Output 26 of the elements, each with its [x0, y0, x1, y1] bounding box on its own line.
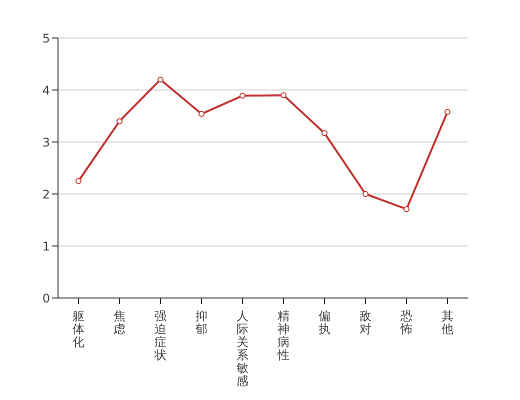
y-tick-label: 0 — [42, 291, 50, 306]
x-tick-label: 其他 — [442, 309, 454, 336]
point — [404, 206, 410, 212]
x-tick-label: 强迫症状 — [154, 309, 166, 362]
y-tick-label: 2 — [42, 187, 50, 202]
point — [158, 76, 164, 83]
point — [76, 178, 82, 184]
x-tick-label: 人际关系敏感 — [236, 309, 248, 388]
point — [198, 110, 204, 117]
point — [322, 130, 328, 136]
point — [444, 108, 450, 115]
point — [240, 92, 246, 99]
y-tick-label: 4 — [42, 83, 50, 98]
x-tick-label: 精神病性 — [276, 309, 290, 362]
y-tick-label: 3 — [42, 135, 50, 150]
x-tick-label: 偏执 — [318, 309, 330, 336]
point — [362, 191, 368, 197]
x-tick-label: 恐怖 — [400, 309, 412, 336]
x-tick-label: 焦虑 — [114, 309, 126, 336]
y-tick-label: 1 — [42, 239, 50, 254]
x-tick-label: 抑郁 — [196, 309, 208, 336]
y-tick-label: 5 — [42, 31, 50, 46]
x-tick-label: 敌对 — [360, 309, 372, 336]
point — [280, 92, 286, 98]
point — [116, 118, 122, 124]
x-tick-label: 躯体化 — [72, 309, 84, 349]
